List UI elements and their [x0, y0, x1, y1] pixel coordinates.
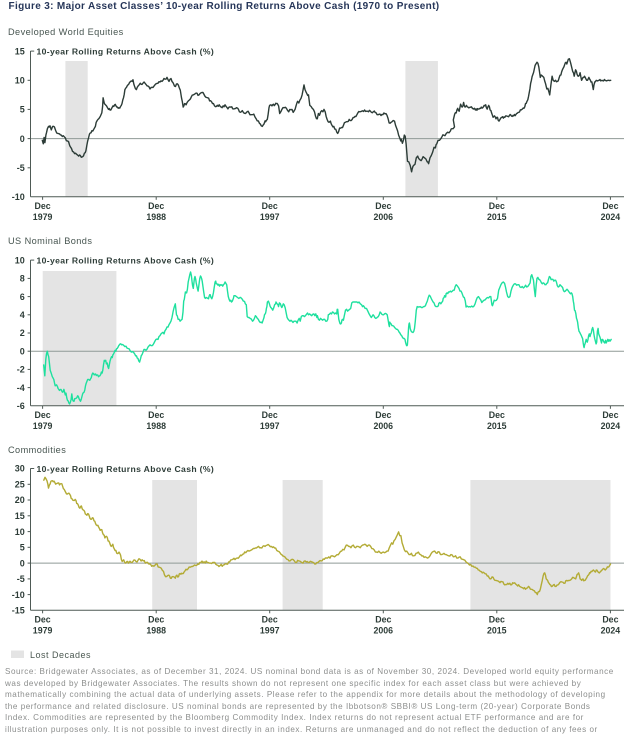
svg-text:-6: -6 — [17, 401, 25, 411]
svg-text:15: 15 — [15, 46, 25, 56]
svg-text:Dec: Dec — [375, 615, 391, 625]
svg-text:Dec: Dec — [602, 615, 618, 625]
svg-text:Dec: Dec — [35, 615, 51, 625]
svg-text:Dec: Dec — [262, 410, 278, 420]
svg-text:Dec: Dec — [262, 201, 278, 211]
svg-text:1997: 1997 — [260, 212, 280, 222]
svg-text:1979: 1979 — [33, 625, 53, 635]
svg-text:2015: 2015 — [487, 421, 507, 431]
svg-text:-4: -4 — [17, 383, 25, 393]
svg-text:2015: 2015 — [487, 625, 507, 635]
svg-text:0: 0 — [20, 134, 25, 144]
svg-text:1997: 1997 — [260, 421, 280, 431]
svg-text:1988: 1988 — [146, 625, 166, 635]
svg-text:1979: 1979 — [33, 421, 53, 431]
svg-text:10-year Rolling Returns Above: 10-year Rolling Returns Above Cash (%) — [37, 464, 215, 474]
svg-text:5: 5 — [20, 105, 25, 115]
svg-text:2006: 2006 — [374, 625, 394, 635]
svg-text:Dec: Dec — [148, 201, 164, 211]
svg-text:2: 2 — [20, 328, 25, 338]
svg-text:2006: 2006 — [374, 421, 394, 431]
svg-text:-10: -10 — [12, 590, 25, 600]
svg-text:Dec: Dec — [602, 410, 618, 420]
svg-text:Dec: Dec — [375, 201, 391, 211]
svg-text:2006: 2006 — [374, 212, 394, 222]
svg-text:1988: 1988 — [146, 212, 166, 222]
svg-text:-10: -10 — [12, 192, 25, 202]
svg-text:15: 15 — [15, 511, 25, 521]
svg-text:-2: -2 — [17, 365, 25, 375]
svg-text:10: 10 — [15, 527, 25, 537]
svg-text:0: 0 — [20, 346, 25, 356]
svg-text:10: 10 — [15, 255, 25, 265]
svg-text:2024: 2024 — [601, 625, 621, 635]
svg-text:Dec: Dec — [35, 201, 51, 211]
svg-text:2024: 2024 — [601, 212, 621, 222]
svg-text:Dec: Dec — [148, 410, 164, 420]
svg-text:1997: 1997 — [260, 625, 280, 635]
svg-text:1988: 1988 — [146, 421, 166, 431]
svg-text:-15: -15 — [12, 606, 25, 616]
svg-text:1979: 1979 — [33, 212, 53, 222]
svg-text:Dec: Dec — [489, 201, 505, 211]
svg-text:Dec: Dec — [489, 615, 505, 625]
svg-text:8: 8 — [20, 274, 25, 284]
svg-text:30: 30 — [15, 464, 25, 474]
svg-text:Lost Decades: Lost Decades — [30, 650, 91, 660]
svg-text:2015: 2015 — [487, 212, 507, 222]
svg-text:Dec: Dec — [489, 410, 505, 420]
svg-text:25: 25 — [15, 480, 25, 490]
svg-text:Dec: Dec — [148, 615, 164, 625]
svg-text:6: 6 — [20, 292, 25, 302]
svg-text:Dec: Dec — [262, 615, 278, 625]
svg-text:Dec: Dec — [602, 201, 618, 211]
svg-text:-5: -5 — [17, 163, 25, 173]
svg-text:4: 4 — [20, 310, 25, 320]
svg-text:10-year Rolling Returns Above: 10-year Rolling Returns Above Cash (%) — [37, 47, 215, 57]
svg-text:2024: 2024 — [601, 421, 621, 431]
svg-text:10-year Rolling Returns Above: 10-year Rolling Returns Above Cash (%) — [37, 256, 215, 266]
svg-text:5: 5 — [20, 543, 25, 553]
svg-text:0: 0 — [20, 558, 25, 568]
svg-text:20: 20 — [15, 495, 25, 505]
svg-text:10: 10 — [15, 76, 25, 86]
svg-text:-5: -5 — [17, 574, 25, 584]
svg-text:Dec: Dec — [375, 410, 391, 420]
svg-text:Dec: Dec — [35, 410, 51, 420]
